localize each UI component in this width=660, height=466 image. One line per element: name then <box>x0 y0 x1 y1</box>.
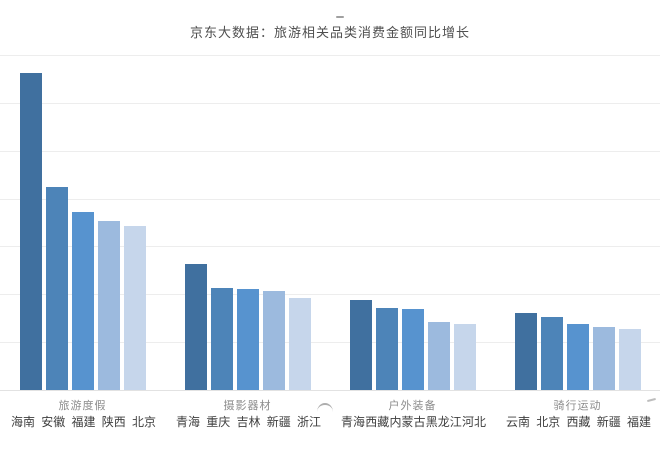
axis-label-吉林: 吉林 <box>236 415 261 429</box>
bar-户外装备-西藏 <box>375 307 398 390</box>
category-label-骑行运动: 骑行运动 <box>553 400 602 412</box>
category-label-旅游度假: 旅游度假 <box>58 400 107 412</box>
axis-label-北京: 北京 <box>536 415 561 429</box>
bar-旅游度假-北京 <box>123 226 146 390</box>
axis-label-青海: 青海 <box>176 415 201 429</box>
axis-labels-row: 青海 西藏 内蒙古 黑龙江 河北 <box>341 413 486 430</box>
axis-label-青海: 青海 <box>341 415 366 429</box>
bar-摄影器材-重庆 <box>210 288 233 390</box>
chart-title: 京东大数据：旅游相关品类消费金额同比增长 <box>189 25 470 40</box>
gridline <box>0 342 660 344</box>
axis-label-陕西: 陕西 <box>101 415 126 429</box>
axis-label-重庆: 重庆 <box>206 415 231 429</box>
axis-label-内蒙古: 内蒙古 <box>389 415 426 429</box>
gridline <box>0 150 660 152</box>
axis-label-海南: 海南 <box>11 415 36 429</box>
bar-旅游度假-安徽 <box>45 187 68 390</box>
axis-label-新疆: 新疆 <box>266 415 291 429</box>
bar-户外装备-黑龙江 <box>427 321 450 390</box>
bar-骑行运动-新疆 <box>592 327 615 390</box>
axis-label-黑龙江: 黑龙江 <box>425 415 462 429</box>
dash-mark <box>336 16 344 18</box>
axis-label-安徽: 安徽 <box>41 415 66 429</box>
axis-label-西藏: 西藏 <box>566 415 591 429</box>
category-label-户外装备: 户外装备 <box>388 400 437 412</box>
gridline <box>0 102 660 104</box>
axis-label-福建: 福建 <box>71 415 96 429</box>
category-label-摄影器材: 摄影器材 <box>223 400 272 412</box>
bar-摄影器材-浙江 <box>288 297 311 390</box>
axis-label-北京: 北京 <box>131 415 156 429</box>
axis-label-新疆: 新疆 <box>596 415 621 429</box>
gridline <box>0 55 660 56</box>
x-axis-baseline <box>0 390 660 391</box>
axis-label-福建: 福建 <box>626 415 651 429</box>
bar-摄影器材-新疆 <box>262 291 285 390</box>
bar-户外装备-青海 <box>349 300 372 390</box>
bar-骑行运动-福建 <box>618 329 641 390</box>
gridline <box>0 198 660 200</box>
bar-户外装备-河北 <box>453 323 476 390</box>
axis-label-西藏: 西藏 <box>365 415 390 429</box>
axis-label-河北: 河北 <box>461 415 486 429</box>
gridline <box>0 246 660 248</box>
bar-骑行运动-云南 <box>514 313 537 390</box>
gridline <box>0 294 660 296</box>
bar-骑行运动-北京 <box>540 317 563 390</box>
bar-摄影器材-青海 <box>184 264 207 390</box>
axis-labels-row: 青海 重庆 吉林 新疆 浙江 <box>176 413 321 430</box>
bar-旅游度假-陕西 <box>97 221 120 390</box>
axis-labels-row: 云南 北京 西藏 新疆 福建 <box>506 413 651 430</box>
bar-骑行运动-西藏 <box>566 323 589 390</box>
bar-旅游度假-海南 <box>19 73 42 390</box>
bar-旅游度假-福建 <box>71 212 94 390</box>
axis-labels-row: 海南 安徽 福建 陕西 北京 <box>11 413 156 430</box>
axis-label-云南: 云南 <box>506 415 531 429</box>
axis-label-浙江: 浙江 <box>296 415 321 429</box>
bar-户外装备-内蒙古 <box>401 309 424 390</box>
bar-摄影器材-吉林 <box>236 288 259 390</box>
arc-mark <box>317 403 333 412</box>
